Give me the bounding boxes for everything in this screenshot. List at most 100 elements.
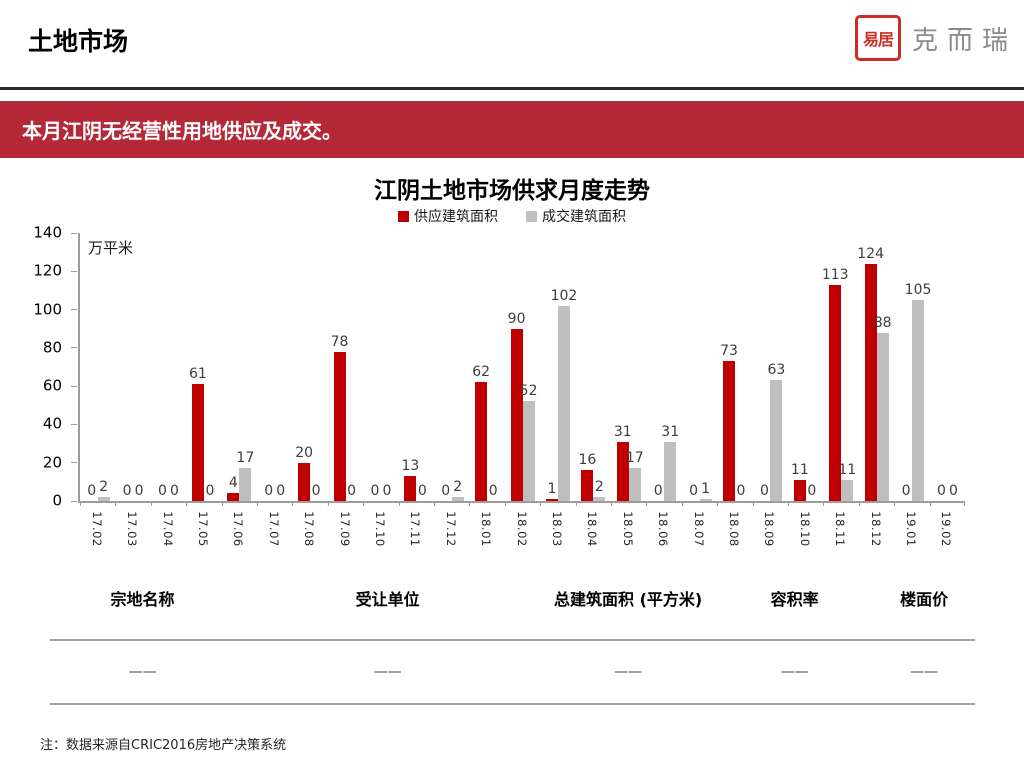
bar-label-supply-18.06: 0 xyxy=(653,483,663,499)
y-axis-label: 120 xyxy=(33,261,62,280)
x-axis-label-17.12: 17.12 xyxy=(443,511,458,547)
bar-label-deal-18.06: 31 xyxy=(661,423,680,440)
bar-label-supply-17.03: 0 xyxy=(122,483,132,499)
supply-bar-slot-18.01: 62 xyxy=(472,233,490,501)
cell-parcel-name: —— xyxy=(128,664,157,680)
bars-area: 0 2 0 0 0 0 61 0 4 17 0 0 20 0 78 0 0 0 13 0 0 2 62 0 90 52 1 102 16… xyxy=(80,233,965,501)
y-axis-tick-icon xyxy=(71,385,77,387)
legend-label-supply: 供应建筑面积 xyxy=(414,209,498,225)
y-axis-tick-icon xyxy=(71,423,77,425)
bar-supply-18.03 xyxy=(545,499,558,501)
bar-deal-19.01 xyxy=(912,300,925,501)
bar-label-supply-17.04: 0 xyxy=(158,483,167,499)
table-row: —— —— —— —— —— xyxy=(50,641,975,703)
y-axis-unit-label: 万平米 xyxy=(88,239,134,257)
page-title: 土地市场 xyxy=(28,27,129,56)
deal-bar-slot-18.07: 1 xyxy=(699,233,712,501)
x-axis-tick-icon xyxy=(150,501,152,506)
bar-deal-18.09 xyxy=(770,380,783,501)
bar-deal-18.03 xyxy=(557,305,570,501)
x-axis-label-17.02: 17.02 xyxy=(89,511,104,547)
supply-bar-slot-18.08: 73 xyxy=(720,233,738,501)
col-header-plot-ratio: 容积率 xyxy=(770,590,819,609)
bar-label-supply-17.07: 0 xyxy=(264,483,274,499)
bar-deal-18.12 xyxy=(876,332,889,501)
x-axis-label-18.07: 18.07 xyxy=(691,511,706,547)
supply-bar-slot-17.02: 0 xyxy=(86,233,98,501)
source-note: 注：数据来源自CRIC2016房地产决策系统 xyxy=(40,738,287,753)
bar-label-deal-19.01: 105 xyxy=(904,282,932,298)
land-deal-table: 宗地名称 受让单位 总建筑面积 (平方米) 容积率 楼面价 —— —— —— —… xyxy=(50,586,975,705)
x-axis-label-17.04: 17.04 xyxy=(160,511,175,547)
bar-supply-17.08 xyxy=(298,462,311,501)
x-axis-label-18.05: 18.05 xyxy=(620,511,635,547)
x-axis-label-17.11: 17.11 xyxy=(408,511,423,547)
x-axis-tick-icon xyxy=(221,501,223,506)
y-axis-labels: 0 20 40 60 80 100 120 140 xyxy=(24,225,70,508)
category-group-18.02: 90 52 xyxy=(505,233,540,501)
x-axis-label-18.11: 18.11 xyxy=(832,511,847,547)
supply-bar-slot-17.11: 13 xyxy=(401,233,419,501)
bar-label-supply-18.07: 0 xyxy=(689,483,699,499)
table-divider-bottom xyxy=(50,703,975,705)
bar-label-deal-18.09: 63 xyxy=(767,362,786,379)
x-axis-tick-icon xyxy=(292,501,294,506)
y-axis-tick-icon xyxy=(71,462,77,464)
deal-bar-slot-17.07: 0 xyxy=(275,233,287,501)
bar-label-deal-19.02: 0 xyxy=(948,483,958,499)
chart-legend: 供应建筑面积 成交建筑面积 xyxy=(0,206,1024,226)
x-axis-tick-icon xyxy=(964,501,965,506)
deal-bar-slot-17.12: 2 xyxy=(451,233,464,501)
deal-bar-slot-18.01: 0 xyxy=(487,233,499,501)
supply-bar-slot-17.10: 0 xyxy=(369,233,381,501)
y-axis-tick-icon xyxy=(71,347,77,349)
supply-bar-slot-18.10: 11 xyxy=(791,233,809,501)
supply-bar-slot-17.03: 0 xyxy=(121,233,133,501)
bar-supply-18.12 xyxy=(864,263,877,501)
x-axis-label-18.12: 18.12 xyxy=(868,511,883,547)
bar-supply-18.05 xyxy=(616,441,629,501)
x-axis-label-18.01: 18.01 xyxy=(478,511,493,547)
bar-label-deal-17.07: 0 xyxy=(276,483,286,499)
supply-bar-slot-17.06: 4 xyxy=(227,233,240,501)
supply-bar-slot-17.12: 0 xyxy=(440,233,452,501)
col-header-transferee: 受让单位 xyxy=(355,590,420,609)
deal-bar-slot-18.04: 2 xyxy=(593,233,606,501)
x-axis-label-17.09: 17.09 xyxy=(337,511,352,547)
deal-bar-slot-18.08: 0 xyxy=(735,233,747,501)
cell-floor-price: —— xyxy=(910,664,939,680)
x-axis-tick-icon xyxy=(717,501,719,506)
category-group-18.03: 1 102 xyxy=(540,233,577,501)
y-axis-label: 100 xyxy=(33,300,62,319)
x-axis-label-18.06: 18.06 xyxy=(655,511,670,547)
y-axis-label: 20 xyxy=(42,453,62,472)
col-header-floor-price: 楼面价 xyxy=(900,590,949,609)
category-group-18.06: 0 31 xyxy=(647,233,682,501)
x-axis-label-17.06: 17.06 xyxy=(231,511,246,547)
x-axis-label-17.10: 17.10 xyxy=(372,511,387,547)
deal-bar-slot-19.01: 105 xyxy=(905,233,931,501)
bar-deal-18.06 xyxy=(664,441,677,501)
x-axis-tick-icon xyxy=(823,501,825,506)
headline-text: 本月江阴无经营性用地供应及成交。 xyxy=(22,119,342,143)
legend-item-deal: 成交建筑面积 xyxy=(526,206,626,226)
bar-supply-17.09 xyxy=(333,351,346,501)
y-axis-tick-icon xyxy=(71,309,77,311)
bar-label-deal-17.05: 0 xyxy=(205,483,215,499)
bar-deal-17.12 xyxy=(451,497,464,501)
bar-label-supply-17.12: 0 xyxy=(441,483,451,499)
bar-label-supply-17.10: 0 xyxy=(370,483,380,499)
x-axis-label-18.10: 18.10 xyxy=(797,511,812,547)
category-group-18.01: 62 0 xyxy=(469,233,504,501)
x-axis-label-18.09: 18.09 xyxy=(762,511,777,547)
supply-bar-slot-18.12: 124 xyxy=(857,233,884,501)
x-axis-tick-icon xyxy=(858,501,860,506)
chart-title: 江阴土地市场供求月度走势 xyxy=(374,178,650,204)
bar-supply-17.06 xyxy=(227,493,240,501)
supply-bar-slot-17.07: 0 xyxy=(263,233,275,501)
bar-label-supply-18.03: 1 xyxy=(547,481,557,498)
supply-bar-slot-17.04: 0 xyxy=(157,233,169,501)
